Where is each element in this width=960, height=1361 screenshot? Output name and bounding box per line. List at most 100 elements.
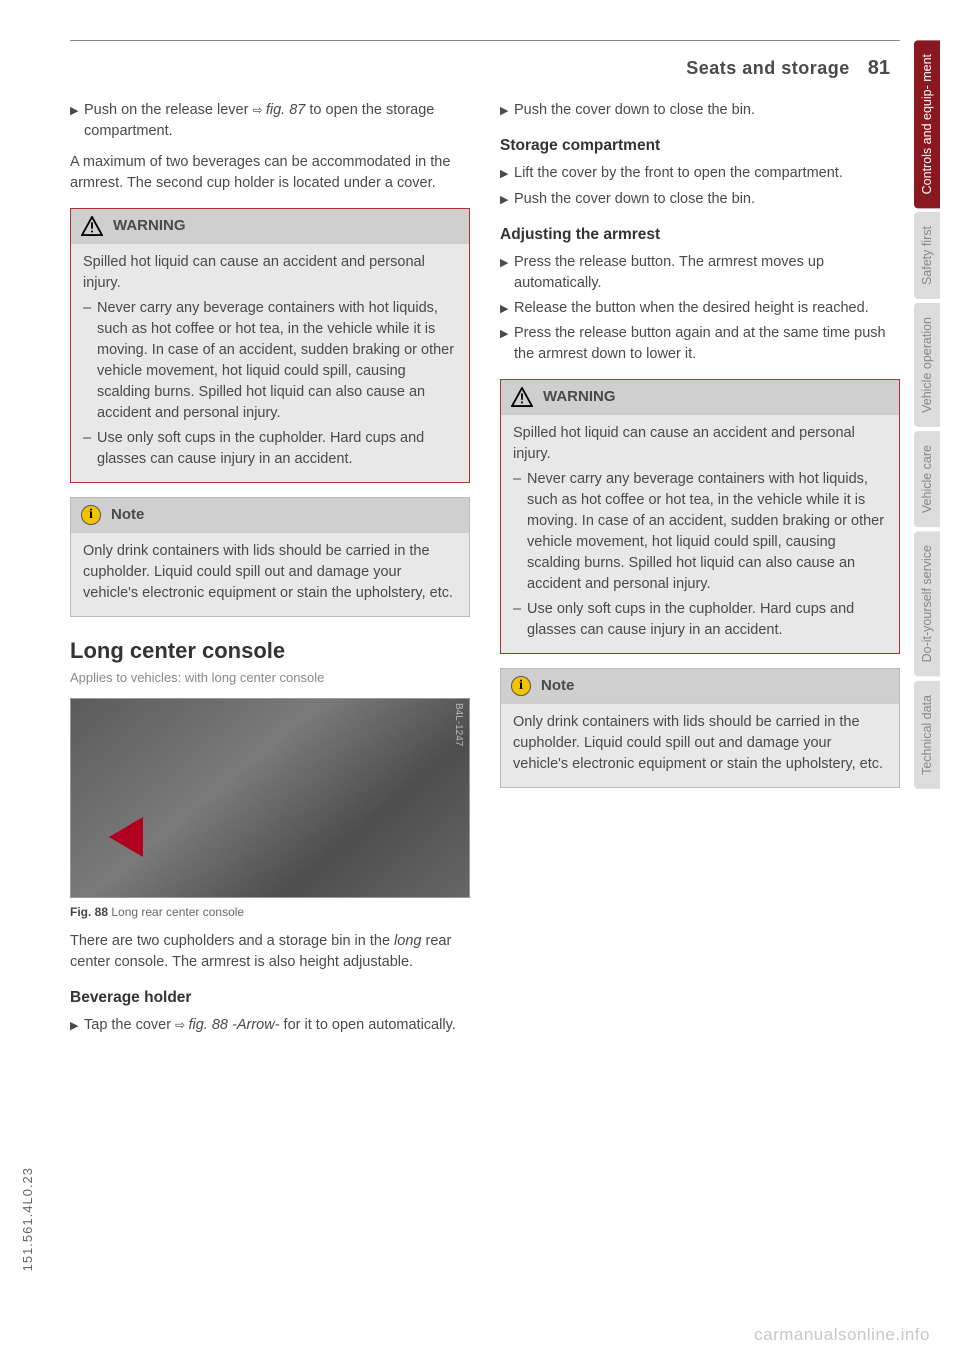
dash-list: –Never carry any beverage containers wit… xyxy=(513,469,887,641)
figure-ref: fig. 87 xyxy=(266,102,306,118)
subheading: Storage compartment xyxy=(500,135,900,157)
dash-text: Never carry any beverage containers with… xyxy=(527,469,887,595)
warning-intro: Spilled hot liquid can cause an accident… xyxy=(83,252,457,294)
instruction-item: ▶ Press the release button. The armrest … xyxy=(500,252,900,294)
warning-intro: Spilled hot liquid can cause an accident… xyxy=(513,423,887,465)
callout-header: i Note xyxy=(71,498,469,533)
applies-to: Applies to vehicles: with long center co… xyxy=(70,669,470,688)
note-body: Only drink containers with lids should b… xyxy=(501,704,899,787)
body-paragraph: There are two cupholders and a storage b… xyxy=(70,931,470,973)
tab-safety-first[interactable]: Safety first xyxy=(914,212,940,299)
note-circle-icon: i xyxy=(511,676,531,696)
callout-header: i Note xyxy=(501,669,899,704)
triangle-bullet-icon: ▶ xyxy=(500,323,514,365)
warning-triangle-icon xyxy=(511,387,533,407)
dash-item: –Use only soft cups in the cupholder. Ha… xyxy=(83,428,457,470)
note-title: Note xyxy=(111,504,144,526)
tab-controls-equipment[interactable]: Controls and equip- ment xyxy=(914,40,940,208)
warning-callout: WARNING Spilled hot liquid can cause an … xyxy=(500,379,900,654)
warning-title: WARNING xyxy=(543,386,616,408)
red-arrow-icon xyxy=(109,817,143,857)
instruction-text: Release the button when the desired heig… xyxy=(514,298,900,319)
triangle-bullet-icon: ▶ xyxy=(500,100,514,121)
note-body: Only drink containers with lids should b… xyxy=(71,533,469,616)
body-paragraph: A maximum of two beverages can be accomm… xyxy=(70,152,470,194)
page-number: 81 xyxy=(868,57,890,80)
figure-code: B4L-1247 xyxy=(451,703,466,746)
dash-text: Never carry any beverage containers with… xyxy=(97,298,457,424)
text-run: for it to open automatically. xyxy=(280,1017,456,1033)
text-run: There are two cupholders and a storage b… xyxy=(70,933,394,949)
ref-arrow-icon: ⇨ xyxy=(175,1018,188,1032)
tab-vehicle-operation[interactable]: Vehicle operation xyxy=(914,303,940,427)
instruction-text: Push the cover down to close the bin. xyxy=(514,100,900,121)
figure-number: Fig. 88 xyxy=(70,905,108,919)
instruction-item: ▶ Push the cover down to close the bin. xyxy=(500,100,900,121)
warning-callout: WARNING Spilled hot liquid can cause an … xyxy=(70,208,470,483)
text-run: Tap the cover xyxy=(84,1017,175,1033)
note-callout: i Note Only drink containers with lids s… xyxy=(500,668,900,788)
triangle-bullet-icon: ▶ xyxy=(500,252,514,294)
dash-list: –Never carry any beverage containers wit… xyxy=(83,298,457,470)
triangle-bullet-icon: ▶ xyxy=(500,163,514,184)
dash-item: –Use only soft cups in the cupholder. Ha… xyxy=(513,599,887,641)
text-run: Push on the release lever xyxy=(84,102,252,118)
instruction-text: Push on the release lever ⇨ fig. 87 to o… xyxy=(84,100,470,142)
warning-title: WARNING xyxy=(113,215,186,237)
tab-technical-data[interactable]: Technical data xyxy=(914,681,940,789)
instruction-item: ▶ Push on the release lever ⇨ fig. 87 to… xyxy=(70,100,470,142)
side-tabs: Controls and equip- ment Safety first Ve… xyxy=(914,40,960,793)
callout-header: WARNING xyxy=(501,380,899,415)
watermark: carmanualsonline.info xyxy=(754,1325,930,1345)
dash-marker: – xyxy=(83,428,97,470)
dash-marker: – xyxy=(513,469,527,595)
triangle-bullet-icon: ▶ xyxy=(70,1015,84,1036)
dash-text: Use only soft cups in the cupholder. Har… xyxy=(97,428,457,470)
text-run: -Arrow- xyxy=(228,1017,280,1033)
instruction-text: Press the release button. The armrest mo… xyxy=(514,252,900,294)
page-content: Seats and storage 81 ▶ Push on the relea… xyxy=(70,40,900,1040)
emphasis: long xyxy=(394,933,421,949)
callout-body: Spilled hot liquid can cause an accident… xyxy=(71,244,469,482)
figure-image: B4L-1247 xyxy=(70,698,470,898)
triangle-bullet-icon: ▶ xyxy=(70,100,84,142)
top-rule xyxy=(70,40,900,41)
section-heading: Long center console xyxy=(70,635,470,667)
dash-item: –Never carry any beverage containers wit… xyxy=(83,298,457,424)
triangle-bullet-icon: ▶ xyxy=(500,189,514,210)
subheading: Adjusting the armrest xyxy=(500,224,900,246)
instruction-item: ▶ Press the release button again and at … xyxy=(500,323,900,365)
callout-body: Spilled hot liquid can cause an accident… xyxy=(501,415,899,653)
instruction-text: Tap the cover ⇨ fig. 88 -Arrow- for it t… xyxy=(84,1015,470,1036)
figure-caption-text: Long rear center console xyxy=(108,905,244,919)
instruction-text: Lift the cover by the front to open the … xyxy=(514,163,900,184)
ref-arrow-icon: ⇨ xyxy=(252,103,265,117)
triangle-bullet-icon: ▶ xyxy=(500,298,514,319)
instruction-text: Push the cover down to close the bin. xyxy=(514,189,900,210)
figure-ref: fig. 88 xyxy=(188,1017,228,1033)
running-header: Seats and storage 81 xyxy=(70,47,900,80)
note-title: Note xyxy=(541,675,574,697)
warning-triangle-icon xyxy=(81,216,103,236)
document-code: 151.561.4L0.23 xyxy=(20,1167,35,1271)
subheading: Beverage holder xyxy=(70,987,470,1009)
figure-caption: Fig. 88 Long rear center console xyxy=(70,904,470,921)
dash-text: Use only soft cups in the cupholder. Har… xyxy=(527,599,887,641)
instruction-item: ▶ Lift the cover by the front to open th… xyxy=(500,163,900,184)
instruction-text: Press the release button again and at th… xyxy=(514,323,900,365)
dash-item: –Never carry any beverage containers wit… xyxy=(513,469,887,595)
tab-vehicle-care[interactable]: Vehicle care xyxy=(914,431,940,527)
instruction-item: ▶ Release the button when the desired he… xyxy=(500,298,900,319)
right-column: ▶ Push the cover down to close the bin. … xyxy=(500,100,900,1040)
dash-marker: – xyxy=(83,298,97,424)
instruction-item: ▶ Push the cover down to close the bin. xyxy=(500,189,900,210)
dash-marker: – xyxy=(513,599,527,641)
two-column-layout: ▶ Push on the release lever ⇨ fig. 87 to… xyxy=(70,100,900,1040)
callout-header: WARNING xyxy=(71,209,469,244)
left-column: ▶ Push on the release lever ⇨ fig. 87 to… xyxy=(70,100,470,1040)
tab-do-it-yourself[interactable]: Do-it-yourself service xyxy=(914,531,940,676)
section-title: Seats and storage xyxy=(686,58,850,79)
note-circle-icon: i xyxy=(81,505,101,525)
note-callout: i Note Only drink containers with lids s… xyxy=(70,497,470,617)
instruction-item: ▶ Tap the cover ⇨ fig. 88 -Arrow- for it… xyxy=(70,1015,470,1036)
